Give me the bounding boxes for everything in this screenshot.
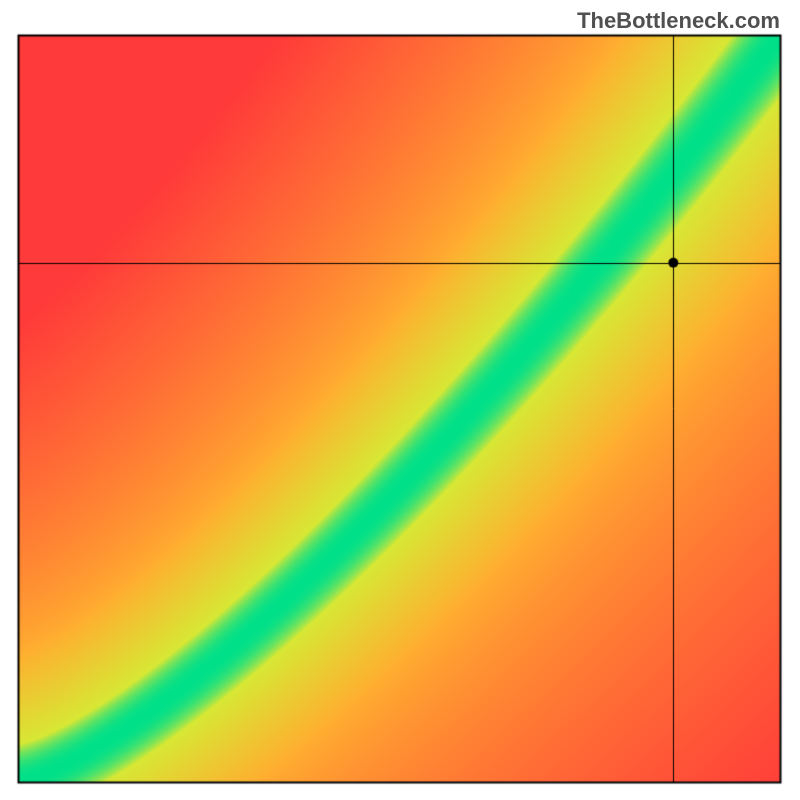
chart-container: TheBottleneck.com: [0, 0, 800, 800]
watermark-text: TheBottleneck.com: [577, 8, 780, 34]
heatmap-canvas: [18, 35, 780, 782]
